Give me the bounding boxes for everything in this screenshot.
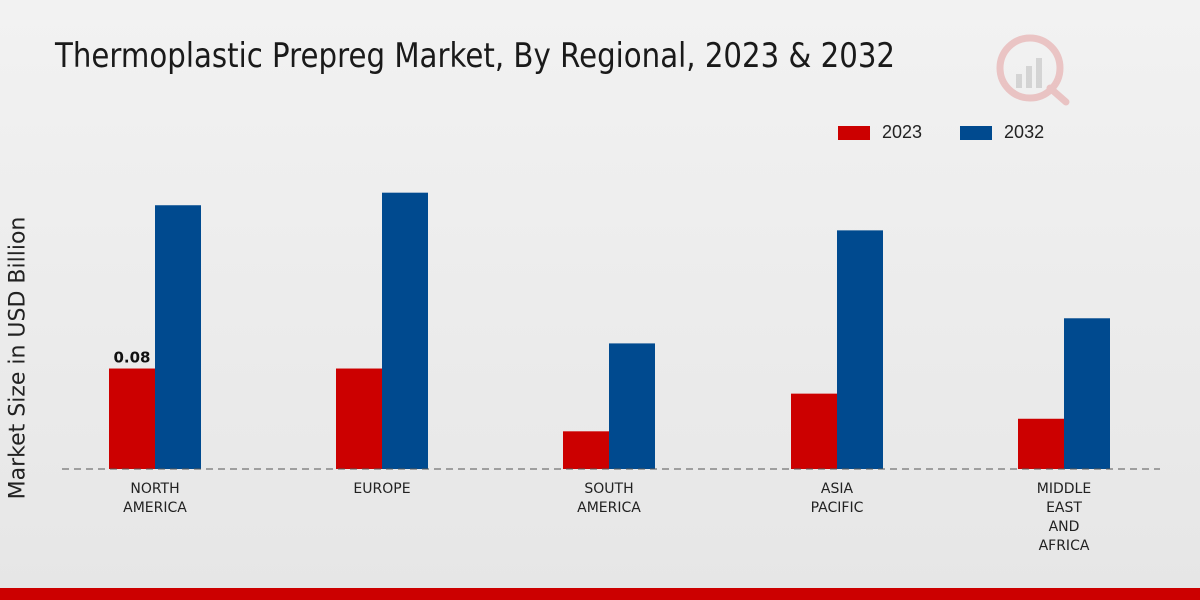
bar-2023-4 bbox=[1018, 418, 1064, 469]
footer-bar bbox=[0, 588, 1200, 600]
legend-item-2023: 2023 bbox=[838, 122, 922, 143]
chart-title: Thermoplastic Prepreg Market, By Regiona… bbox=[55, 36, 896, 76]
x-tick-label-3: ASIA PACIFIC bbox=[811, 481, 864, 516]
x-tick-label-1: EUROPE bbox=[353, 481, 410, 497]
brand-logo-icon bbox=[996, 34, 1070, 106]
bar-2023-1 bbox=[336, 368, 382, 469]
bar-2032-4 bbox=[1064, 318, 1110, 469]
bar-2032-2 bbox=[609, 343, 655, 469]
legend-label-2032: 2032 bbox=[1004, 122, 1045, 142]
data-label-0: 0.08 bbox=[113, 349, 150, 367]
legend-label-2023: 2023 bbox=[882, 122, 923, 142]
bar-2023-3 bbox=[791, 393, 837, 469]
legend-swatch-2032 bbox=[960, 125, 993, 140]
x-tick-label-2: SOUTH AMERICA bbox=[577, 481, 641, 516]
bar-2032-3 bbox=[837, 230, 883, 469]
x-tick-label-4: MIDDLE EAST AND AFRICA bbox=[1037, 481, 1091, 554]
x-tick-label-0: NORTH AMERICA bbox=[123, 481, 187, 516]
bar-2023-2 bbox=[563, 431, 609, 469]
bar-2023-0 bbox=[109, 368, 155, 469]
legend-swatch-2023 bbox=[838, 125, 870, 140]
legend: 2023 2032 bbox=[838, 122, 1082, 143]
legend-item-2032: 2032 bbox=[960, 122, 1044, 143]
bar-2032-0 bbox=[155, 205, 201, 470]
bar-2032-1 bbox=[382, 192, 428, 469]
